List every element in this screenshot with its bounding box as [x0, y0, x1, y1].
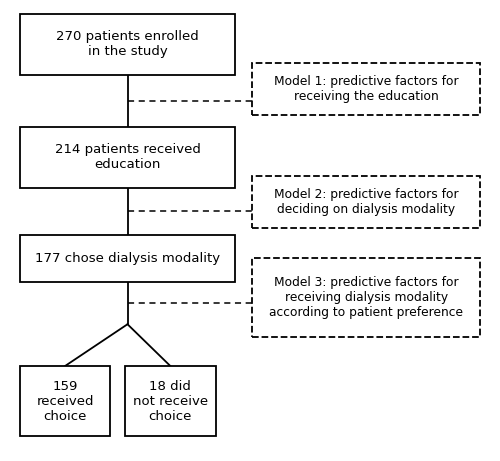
FancyBboxPatch shape	[252, 63, 480, 115]
Text: 214 patients received
education: 214 patients received education	[54, 143, 201, 171]
Text: 177 chose dialysis modality: 177 chose dialysis modality	[35, 252, 220, 265]
FancyBboxPatch shape	[20, 14, 236, 75]
Text: Model 2: predictive factors for
deciding on dialysis modality: Model 2: predictive factors for deciding…	[274, 188, 458, 216]
Text: 270 patients enrolled
in the study: 270 patients enrolled in the study	[56, 30, 199, 58]
FancyBboxPatch shape	[20, 127, 236, 188]
FancyBboxPatch shape	[252, 258, 480, 337]
Text: Model 1: predictive factors for
receiving the education: Model 1: predictive factors for receivin…	[274, 75, 458, 103]
Text: 18 did
not receive
choice: 18 did not receive choice	[133, 379, 208, 423]
Text: Model 3: predictive factors for
receiving dialysis modality
according to patient: Model 3: predictive factors for receivin…	[270, 276, 464, 319]
FancyBboxPatch shape	[20, 366, 110, 436]
FancyBboxPatch shape	[20, 235, 236, 283]
FancyBboxPatch shape	[125, 366, 216, 436]
Text: 159
received
choice: 159 received choice	[36, 379, 94, 423]
FancyBboxPatch shape	[252, 176, 480, 228]
